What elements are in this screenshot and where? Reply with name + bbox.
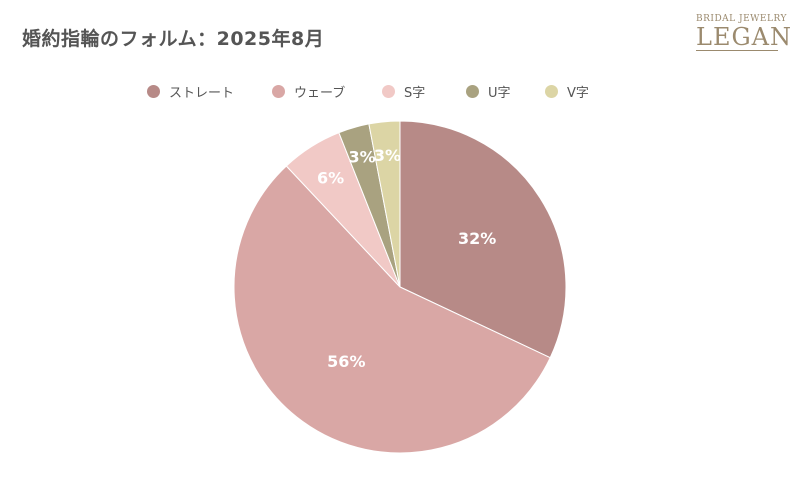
legend-item[interactable]: V字	[545, 82, 589, 101]
pie-slice[interactable]	[368, 120, 401, 288]
legend-item[interactable]: ストレート	[147, 82, 234, 101]
brand-logo: BRIDAL JEWELRY LEGAN	[696, 14, 792, 51]
legend-item[interactable]: S字	[382, 82, 425, 101]
logo-subtitle: BRIDAL JEWELRY	[696, 14, 787, 24]
slice-data-label: 32%	[458, 229, 496, 248]
legend-swatch	[272, 85, 285, 98]
legend-label: V字	[567, 86, 589, 101]
legend-swatch	[545, 85, 558, 98]
legend-label: ストレート	[169, 86, 235, 101]
pie-slice[interactable]	[399, 120, 567, 359]
slice-data-label: 3%	[374, 146, 401, 165]
legend-swatch	[147, 85, 160, 98]
slice-data-label: 3%	[348, 147, 375, 166]
legend-label: ウェーブ	[294, 86, 346, 101]
legend-swatch	[466, 85, 479, 98]
pie-slice[interactable]	[233, 165, 551, 454]
legend-item[interactable]: ウェーブ	[272, 82, 345, 101]
slice-data-label: 6%	[317, 169, 344, 188]
chart-title: 婚約指輪のフォルム：2025年8月	[22, 28, 325, 50]
slice-data-label: 56%	[327, 352, 365, 371]
chart-legend: ストレート ウェーブ S字 U字 V字	[0, 82, 800, 102]
logo-name: LEGAN	[696, 23, 792, 51]
legend-swatch	[382, 85, 395, 98]
legend-label: U字	[488, 86, 511, 101]
legend-label: S字	[404, 86, 426, 101]
legend-item[interactable]: U字	[466, 82, 511, 101]
